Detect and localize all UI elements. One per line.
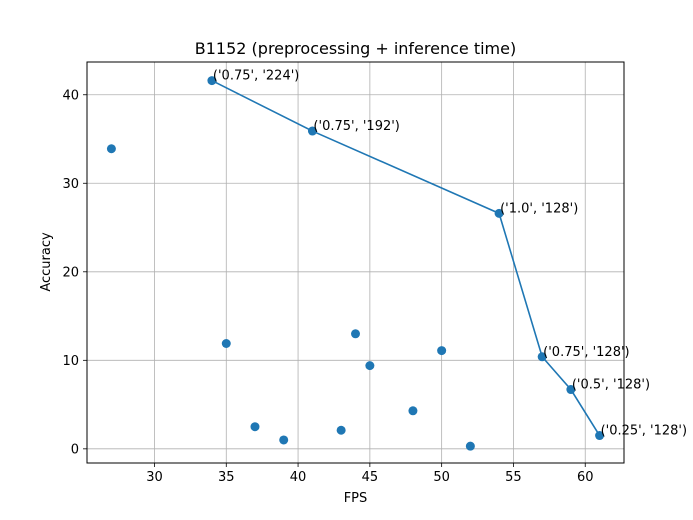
chart-title: B1152 (preprocessing + inference time): [195, 39, 516, 58]
data-point: [307, 126, 317, 136]
data-point: [437, 346, 447, 356]
data-point: [221, 338, 231, 348]
data-point: [566, 385, 576, 395]
data-points: [106, 76, 605, 451]
x-tick-label: 40: [290, 470, 307, 485]
data-point: [365, 361, 375, 371]
axis-ticks: 30 35 40 45 50 55 60 0 10 20 30 40: [62, 88, 593, 485]
point-annotation: ('1.0', '128'): [500, 201, 578, 216]
point-annotation: ('0.75', '224'): [213, 69, 299, 84]
frontier-line-group: [211, 79, 601, 436]
data-point: [250, 422, 260, 432]
x-tick-label: 35: [218, 470, 235, 485]
point-annotation: ('0.5', '128'): [572, 378, 650, 393]
y-tick-label: 0: [71, 442, 79, 457]
frontier-line: [211, 79, 601, 436]
point-annotation: ('0.75', '128'): [543, 345, 629, 360]
x-tick-label: 55: [505, 470, 522, 485]
point-annotations: ('0.75', '224') ('0.75', '192') ('1.0', '1…: [213, 69, 687, 439]
point-annotation: ('0.25', '128'): [601, 424, 687, 439]
plot-area-frame: [86, 61, 625, 464]
x-tick-label: 50: [433, 470, 450, 485]
data-point: [351, 329, 360, 339]
point-annotation: ('0.75', '192'): [313, 119, 399, 134]
data-point: [106, 144, 116, 154]
data-point: [537, 352, 547, 362]
data-point: [207, 76, 217, 86]
data-point: [494, 208, 504, 218]
y-tick-label: 40: [62, 88, 79, 103]
y-tick-label: 20: [62, 265, 79, 280]
y-tick-label: 30: [62, 177, 79, 192]
y-axis-label: Accuracy: [39, 232, 54, 292]
data-point: [279, 435, 289, 445]
data-point: [465, 441, 475, 451]
x-tick-label: 30: [146, 470, 163, 485]
x-axis-label: FPS: [344, 491, 368, 506]
data-point: [595, 431, 605, 441]
x-tick-label: 45: [362, 470, 379, 485]
data-point: [336, 425, 346, 435]
y-tick-label: 10: [62, 354, 79, 369]
data-point: [408, 406, 418, 416]
x-tick-label: 60: [577, 470, 594, 485]
